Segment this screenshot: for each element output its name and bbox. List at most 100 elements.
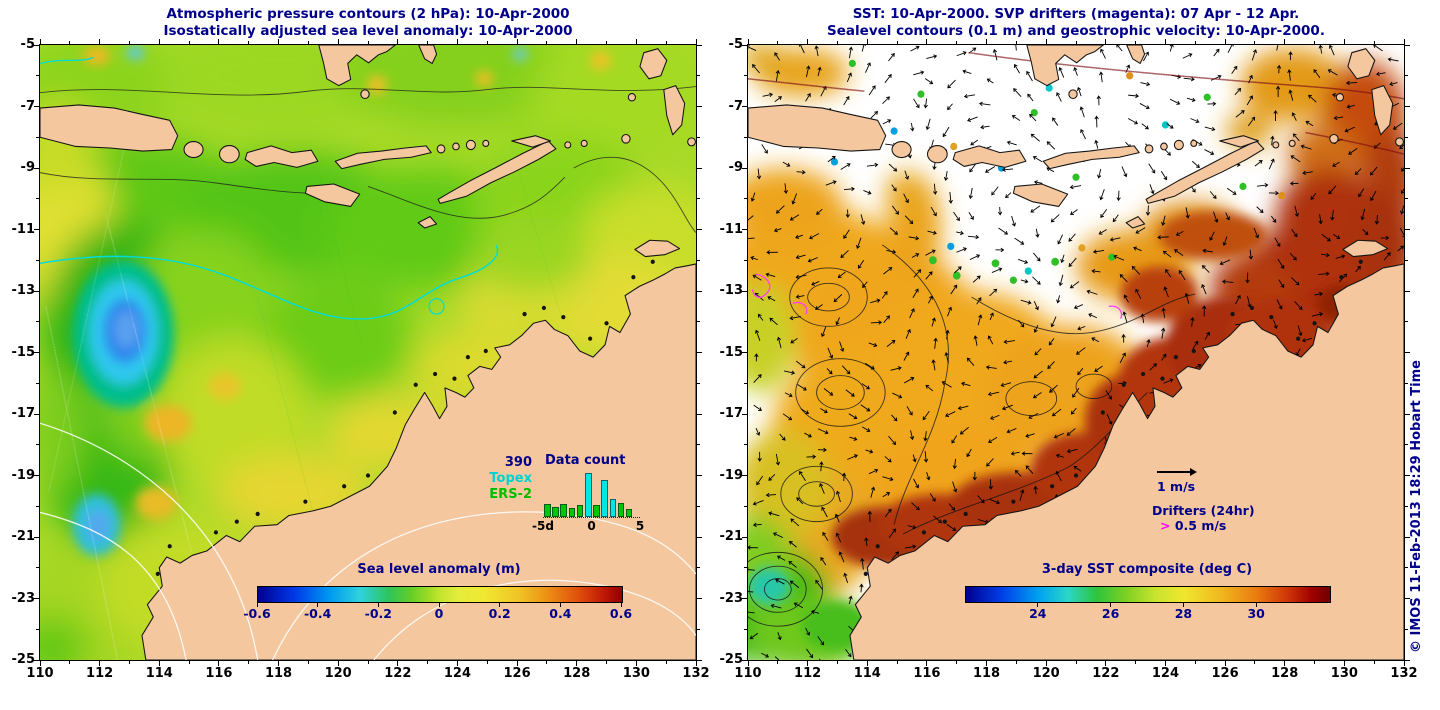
lat-tick-mark	[1405, 598, 1410, 599]
velocity-arrow	[868, 341, 877, 347]
velocity-arrow	[750, 192, 756, 202]
lat-minor-tick	[1405, 567, 1408, 569]
velocity-arrow	[859, 214, 865, 225]
velocity-arrow	[1166, 122, 1174, 130]
velocity-arrow	[956, 230, 964, 235]
velocity-arrow	[755, 354, 759, 361]
lat-minor-tick	[697, 321, 700, 323]
lon-tick-mark	[866, 661, 868, 666]
lon-tick-mark	[1045, 661, 1047, 666]
lon-tick-label: 124	[1151, 666, 1180, 681]
velocity-arrow	[1246, 95, 1254, 106]
lon-minor-tick	[956, 41, 958, 44]
velocity-arrow	[844, 648, 852, 658]
lat-minor-tick	[36, 628, 39, 630]
lon-minor-tick	[896, 661, 898, 664]
velocity-arrow	[836, 491, 843, 503]
velocity-arrow	[904, 329, 911, 339]
velocity-arrow	[1049, 384, 1059, 394]
velocity-arrow	[777, 555, 786, 562]
lat-tick-label: -7	[728, 98, 743, 114]
lat-tick-label: -9	[728, 160, 743, 175]
velocity-arrow	[952, 211, 961, 222]
velocity-arrow	[826, 347, 833, 359]
velocity-arrow	[986, 365, 997, 370]
velocity-arrow	[1251, 49, 1258, 61]
lat-minor-tick	[744, 75, 747, 77]
velocity-arrow	[1050, 316, 1058, 328]
lat-tick-label: -11	[719, 221, 744, 237]
velocity-arrow	[947, 79, 957, 89]
velocity-arrow	[882, 118, 891, 125]
lat-tick-mark	[697, 413, 702, 415]
velocity-arrow	[930, 318, 936, 327]
lon-tick-mark	[1343, 661, 1345, 666]
velocity-arrow	[903, 170, 909, 180]
velocity-arrow	[1133, 246, 1142, 253]
lat-minor-tick	[744, 321, 747, 323]
velocity-arrow	[1335, 254, 1345, 260]
velocity-arrow	[1123, 294, 1130, 303]
velocity-arrow	[1141, 314, 1146, 323]
lat-minor-tick	[36, 75, 39, 77]
velocity-arrow	[1122, 335, 1126, 343]
colorbar-tick-label: 28	[1174, 606, 1193, 621]
velocity-arrow	[881, 291, 889, 300]
lon-tick-mark	[1105, 39, 1107, 44]
velocity-arrow	[961, 381, 971, 387]
velocity-arrow	[774, 95, 783, 103]
velocity-arrow	[949, 284, 958, 295]
left-panel-title-line1: Atmospheric pressure contours (2 hPa): 1…	[166, 6, 570, 22]
lon-tick-mark	[397, 661, 399, 666]
velocity-arrow	[815, 208, 823, 216]
lon-minor-tick	[956, 661, 958, 664]
velocity-arrow	[868, 85, 877, 96]
velocity-arrow	[860, 45, 866, 52]
velocity-arrow	[1290, 228, 1298, 238]
lat-minor-tick	[744, 628, 747, 630]
velocity-arrow	[1348, 147, 1358, 156]
lon-tick-label: 120	[1032, 666, 1060, 681]
velocity-arrow	[1373, 45, 1384, 52]
velocity-arrow	[777, 337, 783, 349]
velocity-arrow	[749, 632, 759, 640]
velocity-arrow	[755, 475, 764, 486]
velocity-arrow	[1020, 298, 1031, 305]
velocity-arrow	[1235, 109, 1245, 119]
sla-colorbar	[257, 586, 623, 603]
velocity-arrow	[1292, 133, 1301, 142]
velocity-arrow	[889, 226, 899, 235]
velocity-arrow	[908, 235, 918, 240]
velocity-arrow	[773, 532, 784, 540]
imos-credit: © IMOS 11-Feb-2013 18:29 Hobart Time	[1409, 360, 1424, 653]
velocity-arrow	[796, 294, 805, 299]
velocity-arrow	[911, 252, 919, 259]
velocity-arrow	[1141, 122, 1150, 130]
velocity-arrow	[1246, 272, 1250, 282]
velocity-arrow	[849, 435, 857, 441]
lon-tick-mark	[747, 39, 749, 44]
velocity-arrow	[1291, 182, 1299, 186]
lat-tick-mark	[1405, 413, 1410, 415]
lat-tick-mark	[742, 167, 747, 169]
velocity-arrow	[1383, 252, 1392, 262]
data-count-title: Data count	[545, 453, 626, 468]
velocity-arrow	[923, 431, 928, 441]
velocity-arrow	[988, 288, 997, 297]
lat-minor-tick	[697, 75, 700, 77]
velocity-arrow	[989, 497, 1000, 504]
velocity-arrow	[789, 580, 800, 590]
velocity-arrow	[1328, 68, 1339, 76]
lon-tick-label: 110	[734, 666, 762, 681]
velocity-arrow	[1254, 159, 1263, 168]
velocity-arrow	[1099, 208, 1108, 218]
velocity-arrow	[1182, 52, 1192, 59]
velocity-arrow	[1202, 306, 1206, 316]
lat-tick-mark	[34, 229, 39, 230]
lon-tick-mark	[695, 661, 697, 666]
velocity-arrow	[1270, 136, 1275, 145]
velocity-arrow	[1318, 272, 1329, 277]
lon-tick-mark	[807, 39, 809, 44]
velocity-arrow	[1146, 339, 1151, 347]
lon-minor-tick	[546, 661, 548, 664]
